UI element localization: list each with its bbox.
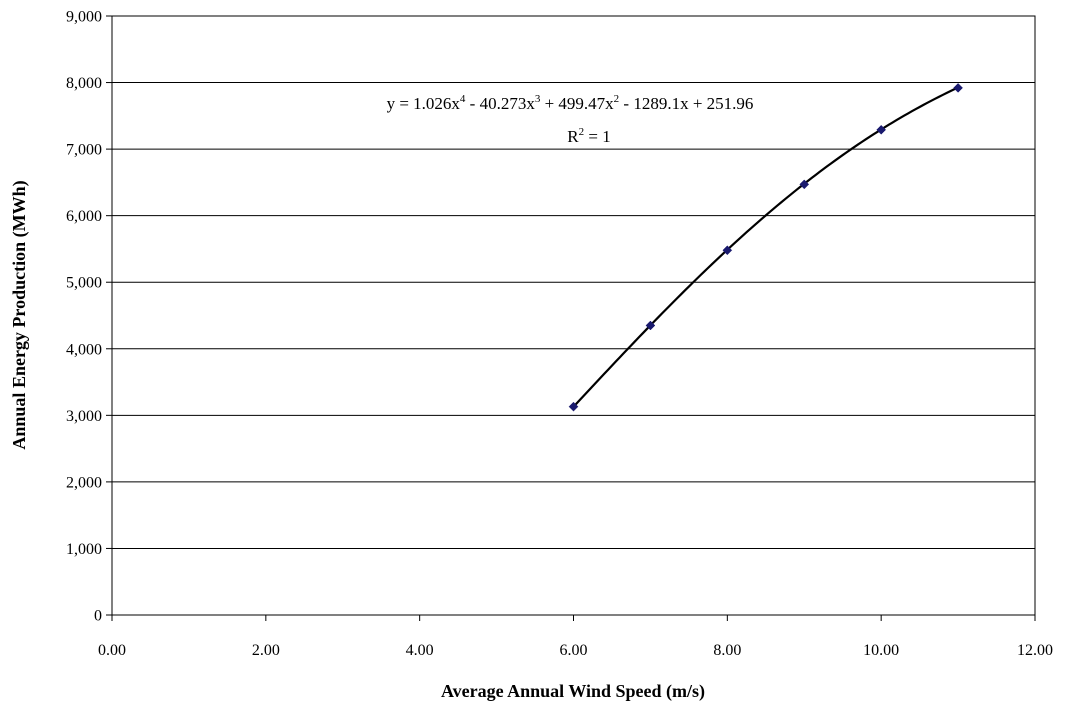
data-point <box>953 83 963 93</box>
y-tick-label: 8,000 <box>66 75 102 92</box>
data-point <box>876 124 887 135</box>
x-tick-label: 12.00 <box>1017 642 1053 659</box>
y-tick-label: 5,000 <box>66 275 102 292</box>
y-tick-label: 4,000 <box>66 341 102 358</box>
y-tick-label: 6,000 <box>66 208 102 225</box>
x-tick-labels: 0.00 2.00 4.00 6.00 8.00 10.00 12.00 <box>98 642 1053 659</box>
y-tick-label: 3,000 <box>66 408 102 425</box>
trendline-equation: y = 1.026x4 - 40.273x3 + 499.47x2 - 1289… <box>387 93 754 113</box>
data-point <box>568 401 579 412</box>
x-tick-label: 10.00 <box>863 642 899 659</box>
y-tick-label: 7,000 <box>66 142 102 159</box>
y-tick-label: 9,000 <box>66 9 102 26</box>
x-tick-label: 8.00 <box>713 642 741 659</box>
data-point <box>645 320 656 331</box>
x-tick-label: 2.00 <box>252 642 280 659</box>
trendline-path <box>572 86 959 408</box>
data-point <box>722 245 733 256</box>
x-tick-label: 0.00 <box>98 642 126 659</box>
data-point <box>799 179 810 190</box>
y-axis-title: Annual Energy Production (MWh) <box>9 180 30 449</box>
axes <box>106 15 1036 621</box>
y-tick-label: 2,000 <box>66 474 102 491</box>
data-points <box>568 83 963 412</box>
x-tick-label: 4.00 <box>406 642 434 659</box>
y-tick-label: 1,000 <box>66 541 102 558</box>
trendline <box>572 86 959 408</box>
x-tick-label: 6.00 <box>560 642 588 659</box>
r-squared-label: R2 = 1 <box>567 126 610 146</box>
plot-area-border <box>111 15 1036 616</box>
y-tick-labels: 0 1,000 2,000 3,000 4,000 5,000 6,000 7,000 8,00… <box>66 9 102 625</box>
y-tick-label: 0 <box>94 608 102 625</box>
x-axis-title: Average Annual Wind Speed (m/s) <box>441 681 705 702</box>
